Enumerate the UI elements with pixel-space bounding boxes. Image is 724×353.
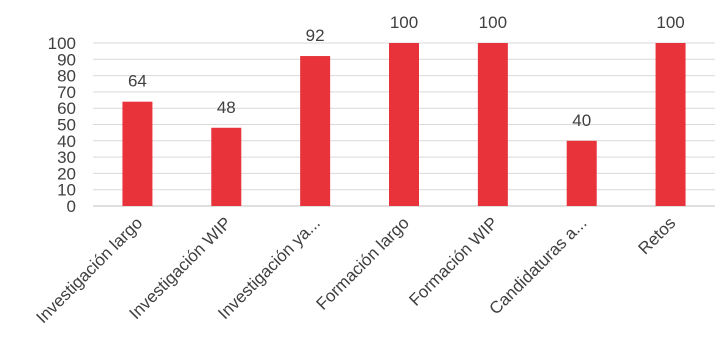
data-label-5: 40 xyxy=(572,111,591,130)
y-tick-label: 100 xyxy=(48,34,76,53)
category-label-3: Formación largo xyxy=(313,213,413,313)
y-tick-label: 10 xyxy=(57,181,76,200)
data-label-3: 100 xyxy=(390,13,418,32)
y-tick-label: 50 xyxy=(57,116,76,135)
bar-0 xyxy=(122,101,153,206)
data-label-6: 100 xyxy=(656,13,684,32)
y-tick-label: 60 xyxy=(57,99,76,118)
bar-3 xyxy=(389,43,419,206)
y-tick-label: 20 xyxy=(57,164,76,183)
bar-5 xyxy=(566,140,597,206)
category-label-6: Retos xyxy=(635,213,680,258)
bar-4 xyxy=(477,43,508,206)
data-label-4: 100 xyxy=(479,13,507,32)
bar-1 xyxy=(211,127,242,206)
data-label-2: 92 xyxy=(306,26,325,45)
category-label-5: Candidaturas a... xyxy=(486,213,591,318)
category-label-4: Formación WIP xyxy=(405,213,501,309)
data-label-1: 48 xyxy=(217,98,236,117)
y-tick-label: 90 xyxy=(57,50,76,69)
y-tick-label: 70 xyxy=(57,83,76,102)
data-labels: 64 48 92 100 100 40 100 xyxy=(128,13,685,130)
bar-6 xyxy=(655,43,686,206)
bar-2 xyxy=(300,56,331,206)
y-tick-label: 80 xyxy=(57,67,76,86)
bars xyxy=(122,43,686,206)
data-label-0: 64 xyxy=(128,72,147,91)
y-tick-label: 0 xyxy=(67,197,76,216)
y-tick-label: 40 xyxy=(57,132,76,151)
y-tick-label: 30 xyxy=(57,148,76,167)
